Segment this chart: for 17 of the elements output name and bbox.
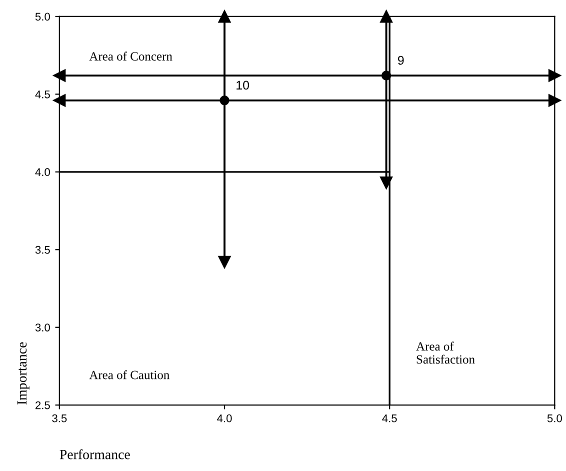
y-tick-label: 5.0: [35, 12, 50, 21]
x-tick-label: 4.5: [382, 414, 397, 422]
y-tick-label: 4.5: [35, 90, 50, 98]
y-tick-label: 3.0: [35, 324, 50, 332]
x-tick-label: 4.0: [217, 414, 232, 422]
annotation: Area of Caution: [89, 370, 170, 380]
y-axis-title: Importance: [17, 342, 30, 405]
x-axis-title: Performance: [60, 449, 130, 460]
y-tick-label: 4.0: [35, 168, 50, 176]
x-tick-label: 5.0: [547, 414, 562, 422]
annotation: Area of Concern: [89, 52, 172, 61]
y-tick-label: 2.5: [36, 401, 50, 410]
x-tick-label: 3.5: [52, 414, 67, 422]
annotation: 9: [398, 56, 404, 65]
annotation: Area of Satisfaction: [416, 342, 475, 364]
annotation: 10: [236, 80, 250, 90]
y-tick-label: 3.5: [35, 246, 50, 254]
